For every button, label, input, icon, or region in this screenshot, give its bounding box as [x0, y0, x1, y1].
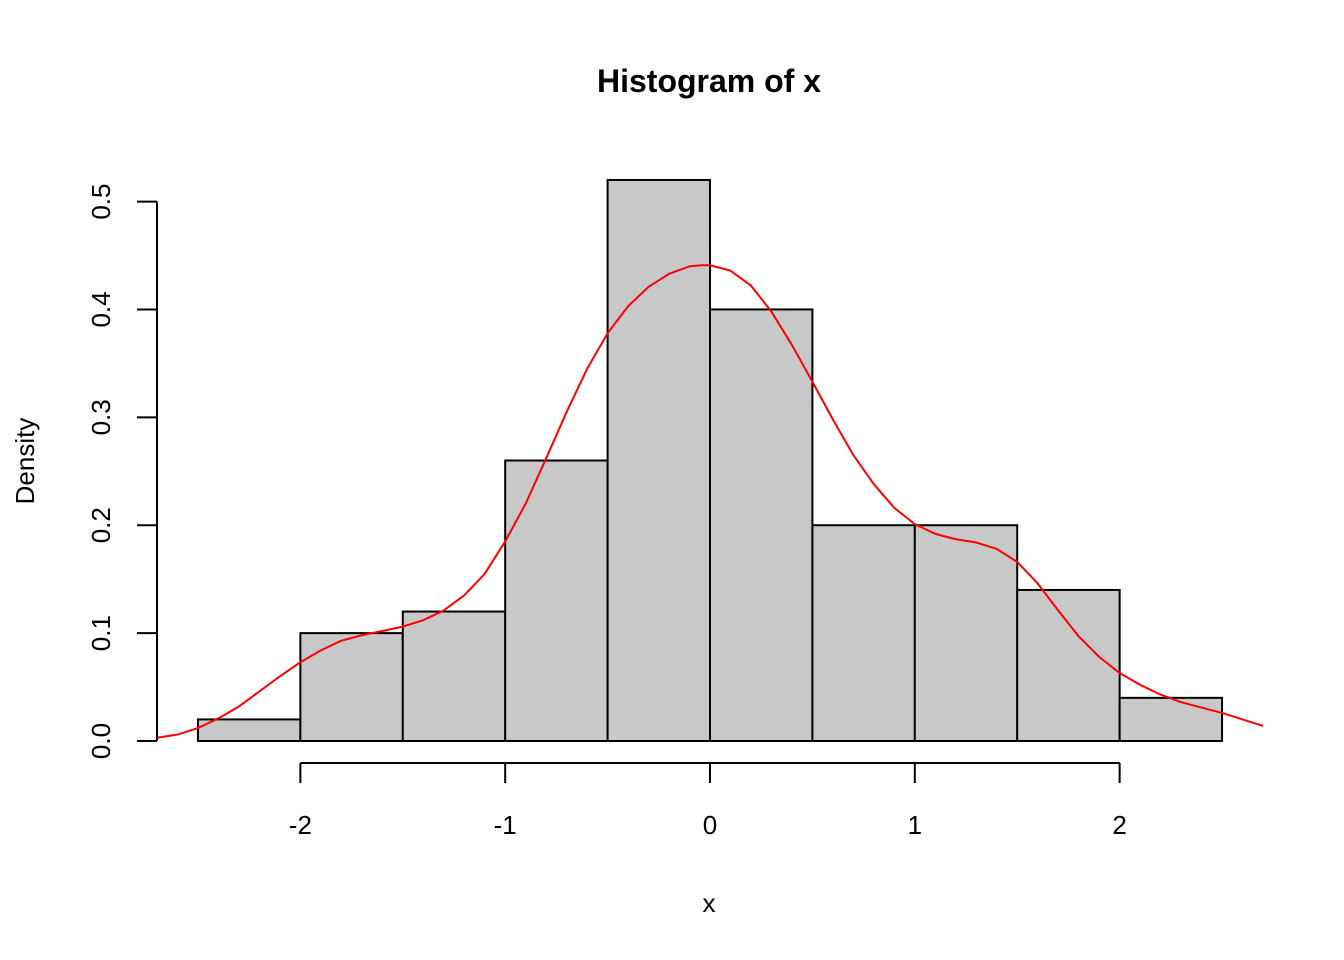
y-tick-label-0: 0.0: [86, 723, 116, 759]
x-tick-label-2: 0: [703, 810, 717, 840]
histogram-bar-9: [1118, 696, 1224, 742]
histogram-bar-2: [401, 610, 507, 742]
histogram-bar-1: [299, 632, 404, 742]
x-tick-label-1: -1: [494, 810, 517, 840]
histogram-bar-6: [811, 524, 916, 742]
x-tick-label-0: -2: [289, 810, 312, 840]
y-tick-label-1: 0.1: [86, 615, 116, 651]
histogram-bar-8: [1016, 588, 1121, 743]
y-tick-label-4: 0.4: [86, 291, 116, 327]
y-axis-label: Density: [10, 418, 40, 505]
density-curve-layer: [156, 264, 1264, 739]
histogram-bar-0: [196, 718, 302, 742]
y-tick-label-3: 0.3: [86, 399, 116, 435]
x-tick-label-3: 1: [908, 810, 922, 840]
histogram-bar-3: [504, 459, 609, 742]
density-curve: [156, 264, 1264, 739]
bars-layer: [196, 179, 1224, 743]
x-axis-label: x: [703, 888, 716, 918]
y-tick-label-2: 0.2: [86, 507, 116, 543]
y-axis: 0.0 0.1 0.2 0.3 0.4 0.5: [86, 184, 158, 759]
y-tick-label-5: 0.5: [86, 184, 116, 220]
chart-title: Histogram of x: [597, 63, 821, 99]
x-tick-label-4: 2: [1112, 810, 1126, 840]
x-axis: -2 -1 0 1 2: [289, 762, 1127, 840]
histogram-bar-4: [606, 179, 712, 742]
histogram-bar-7: [913, 524, 1019, 742]
histogram-bar-5: [709, 308, 814, 742]
